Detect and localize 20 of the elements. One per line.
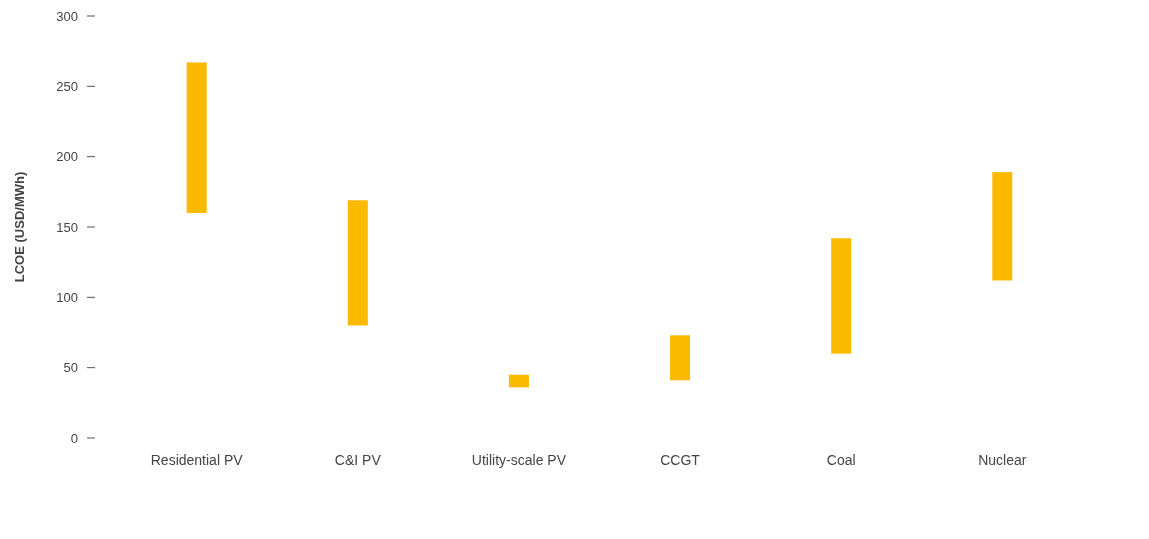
x-tick-label: C&I PV: [334, 452, 382, 468]
x-tick-label: Nuclear: [978, 452, 1027, 468]
y-tick-label: 300: [56, 8, 78, 24]
y-tick-label: 250: [56, 78, 78, 94]
bar: [347, 200, 368, 326]
bar: [831, 238, 852, 354]
y-tick-label: 0: [70, 430, 78, 446]
y-tick-label: 150: [56, 219, 78, 235]
bar: [670, 335, 691, 381]
x-tick-label: Coal: [826, 452, 856, 468]
bar: [186, 62, 207, 213]
y-tick-label: 100: [56, 289, 78, 305]
x-tick-label: CCGT: [660, 452, 701, 468]
x-tick-label: Utility-scale PV: [471, 452, 567, 468]
x-tick-label: Residential PV: [150, 452, 244, 468]
y-axis-title: LCOE (USD/MWh): [12, 171, 27, 283]
y-tick-label: 200: [56, 149, 78, 165]
bar: [992, 172, 1013, 281]
y-tick-label: 50: [63, 360, 78, 376]
bar: [508, 374, 529, 388]
